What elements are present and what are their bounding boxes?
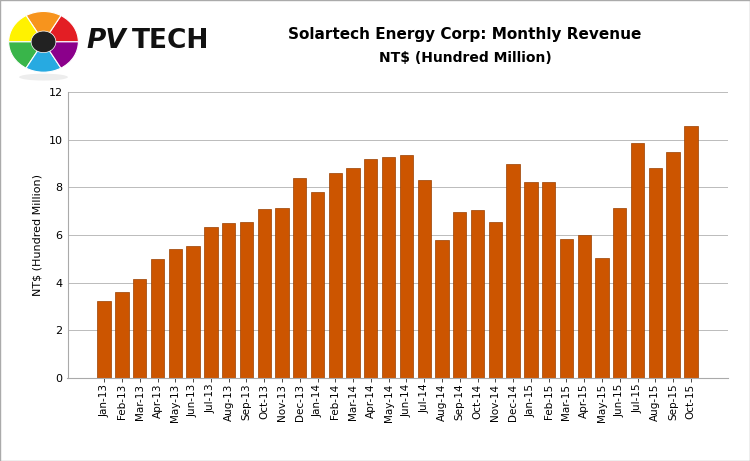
Bar xyxy=(613,208,626,378)
Bar xyxy=(667,152,680,378)
Ellipse shape xyxy=(19,74,68,81)
Bar xyxy=(275,208,289,378)
Bar xyxy=(240,222,253,378)
Wedge shape xyxy=(44,16,79,42)
Bar xyxy=(400,155,413,378)
Bar xyxy=(524,182,538,378)
Bar xyxy=(257,209,271,378)
Bar xyxy=(578,235,591,378)
Bar xyxy=(382,157,395,378)
Bar xyxy=(364,159,377,378)
Bar xyxy=(328,173,342,378)
Bar xyxy=(435,240,448,378)
Bar xyxy=(560,239,573,378)
Bar xyxy=(169,249,182,378)
Bar xyxy=(187,246,200,378)
Bar xyxy=(596,258,608,378)
Bar xyxy=(133,279,146,378)
Bar xyxy=(631,143,644,378)
Bar xyxy=(293,178,307,378)
Bar xyxy=(453,213,466,378)
Bar xyxy=(506,164,520,378)
Bar xyxy=(488,222,502,378)
Wedge shape xyxy=(44,42,79,68)
Bar xyxy=(204,227,218,378)
Bar xyxy=(542,182,555,378)
Bar xyxy=(346,168,360,378)
Text: TECH: TECH xyxy=(132,28,210,54)
Text: NT$ (Hundred Million): NT$ (Hundred Million) xyxy=(379,51,551,65)
Bar xyxy=(222,223,236,378)
Text: Solartech Energy Corp: Monthly Revenue: Solartech Energy Corp: Monthly Revenue xyxy=(288,27,642,42)
Bar xyxy=(684,125,698,378)
Bar xyxy=(116,292,128,378)
Y-axis label: NT$ (Hundred Million): NT$ (Hundred Million) xyxy=(33,174,43,296)
Bar xyxy=(98,301,111,378)
Wedge shape xyxy=(26,12,61,42)
Wedge shape xyxy=(26,42,61,72)
Circle shape xyxy=(31,31,56,53)
Wedge shape xyxy=(9,42,44,68)
Bar xyxy=(310,192,324,378)
Bar xyxy=(418,180,430,378)
Text: PV: PV xyxy=(86,28,126,54)
Bar xyxy=(649,168,662,378)
Bar xyxy=(151,259,164,378)
Wedge shape xyxy=(9,16,44,42)
Bar xyxy=(471,210,484,378)
